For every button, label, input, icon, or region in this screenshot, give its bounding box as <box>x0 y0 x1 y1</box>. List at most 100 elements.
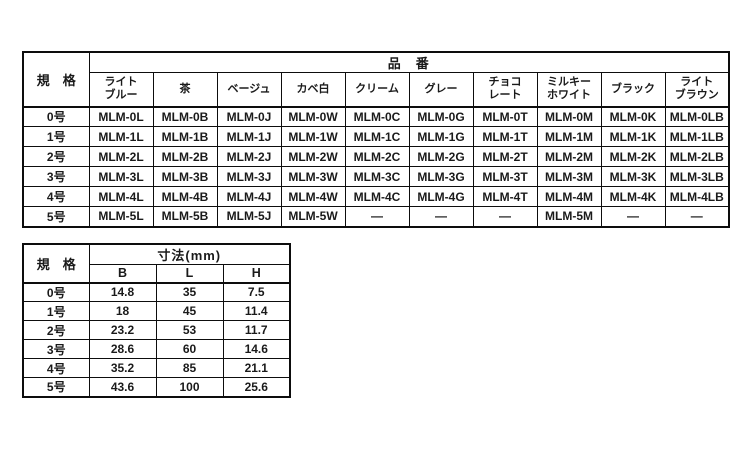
dimension-column-header: B <box>88 264 157 284</box>
color-column-header: クリーム <box>344 72 410 108</box>
product-code-cell: MLM-1W <box>280 126 346 147</box>
product-code-cell: MLM-3C <box>344 166 410 187</box>
spec-label-cell: 3号 <box>22 166 90 187</box>
product-code-cell: MLM-1J <box>216 126 282 147</box>
product-code-cell: MLM-4C <box>344 186 410 207</box>
table-row: 3号 MLM-3L MLM-3B MLM-3J MLM-3W MLM-3C MLM-3G ML… <box>22 166 730 187</box>
product-code-cell: MLM-1G <box>408 126 474 147</box>
color-column-header: チョコ レート <box>472 72 538 108</box>
product-code-cell: MLM-4J <box>216 186 282 207</box>
spec-label-cell: 1号 <box>22 126 90 147</box>
spec-column-header: 規 格 <box>22 243 90 284</box>
spec-label-cell: 2号 <box>22 146 90 167</box>
product-code-cell: MLM-2J <box>216 146 282 167</box>
product-code-cell: MLM-0B <box>152 106 218 127</box>
product-code-cell: MLM-4L <box>88 186 154 207</box>
product-code-cell: — <box>600 206 666 227</box>
spec-label-cell: 1号 <box>22 301 90 321</box>
table-row: 0号 MLM-0L MLM-0B MLM-0J MLM-0W MLM-0C MLM-0G ML… <box>22 106 730 127</box>
spec-label-cell: 4号 <box>22 358 90 378</box>
product-code-cell: MLM-4M <box>536 186 602 207</box>
spec-label-cell: 5号 <box>22 377 90 397</box>
product-table-body: 0号 MLM-0L MLM-0B MLM-0J MLM-0W MLM-0C MLM-0G ML… <box>22 106 730 227</box>
dimension-value-cell: 7.5 <box>222 282 291 302</box>
product-code-cell: MLM-4LB <box>664 186 730 207</box>
product-code-cell: MLM-0W <box>280 106 346 127</box>
spec-label-cell: 0号 <box>22 106 90 127</box>
product-table-group-header-row: 規 格 品 番 <box>22 51 730 108</box>
product-code-cell: MLM-2C <box>344 146 410 167</box>
dimension-value-cell: 100 <box>155 377 224 397</box>
product-number-table: 規 格 品 番 ライト ブルー茶ベージュ カベ白 クリーム グレー チョコ レート ミルキ… <box>22 51 730 228</box>
product-number-group-header: 品 番 <box>88 51 730 73</box>
product-code-cell: MLM-5J <box>216 206 282 227</box>
product-code-cell: MLM-3J <box>216 166 282 187</box>
color-column-header: カベ白 <box>280 72 346 108</box>
table-row: 2号 23.2 53 11.7 <box>22 320 291 340</box>
color-column-header: ミルキー ホワイト <box>536 72 602 108</box>
product-code-cell: MLM-3M <box>536 166 602 187</box>
color-column-header: ライト ブルー <box>88 72 154 108</box>
product-code-cell: MLM-5M <box>536 206 602 227</box>
product-code-cell: MLM-0J <box>216 106 282 127</box>
product-code-cell: MLM-2K <box>600 146 666 167</box>
dimension-column-header: L <box>155 264 224 284</box>
dimension-value-cell: 53 <box>155 320 224 340</box>
dimension-value-cell: 60 <box>155 339 224 359</box>
color-column-header: ライト ブラウン <box>664 72 730 108</box>
table-row: 3号 28.6 60 14.6 <box>22 339 291 359</box>
color-column-header: グレー <box>408 72 474 108</box>
product-code-cell: MLM-0M <box>536 106 602 127</box>
table-row: 5号 43.6 100 25.6 <box>22 377 291 397</box>
product-code-cell: MLM-3K <box>600 166 666 187</box>
product-code-cell: MLM-3B <box>152 166 218 187</box>
color-header-row: ライト ブルー茶ベージュ カベ白 クリーム グレー チョコ レート ミルキー ホワイト ブラ… <box>23 72 730 108</box>
product-code-cell: MLM-0C <box>344 106 410 127</box>
product-code-cell: MLM-3L <box>88 166 154 187</box>
product-code-cell: MLM-4W <box>280 186 346 207</box>
product-code-cell: MLM-4K <box>600 186 666 207</box>
color-column-header: ブラック <box>600 72 666 108</box>
product-code-cell: MLM-2M <box>536 146 602 167</box>
dimension-value-cell: 11.4 <box>222 301 291 321</box>
dimension-value-cell: 25.6 <box>222 377 291 397</box>
product-code-cell: MLM-3LB <box>664 166 730 187</box>
dimension-table-group-header-row: 規 格 寸法(mm) <box>22 243 291 284</box>
dimension-table-body: 0号 14.8 35 7.5 1号 18 45 11.4 2号 23.2 53 11.7 3号 28.6 6… <box>22 282 291 397</box>
product-code-cell: — <box>664 206 730 227</box>
product-code-cell: MLM-2T <box>472 146 538 167</box>
product-code-cell: MLM-1LB <box>664 126 730 147</box>
product-code-cell: — <box>472 206 538 227</box>
dimension-value-cell: 18 <box>88 301 157 321</box>
product-code-cell: MLM-3T <box>472 166 538 187</box>
product-code-cell: MLM-2L <box>88 146 154 167</box>
product-code-cell: MLM-2G <box>408 146 474 167</box>
product-code-cell: MLM-0T <box>472 106 538 127</box>
product-code-cell: MLM-0LB <box>664 106 730 127</box>
product-code-cell: MLM-0G <box>408 106 474 127</box>
color-column-header: 茶 <box>152 72 218 108</box>
dimensions-group-header: 寸法(mm) <box>88 243 291 265</box>
product-code-cell: MLM-4T <box>472 186 538 207</box>
product-code-cell: MLM-4G <box>408 186 474 207</box>
color-column-header: ベージュ <box>216 72 282 108</box>
dimension-value-cell: 21.1 <box>222 358 291 378</box>
dimension-value-cell: 23.2 <box>88 320 157 340</box>
dimension-value-cell: 45 <box>155 301 224 321</box>
table-row: 4号 35.2 85 21.1 <box>22 358 291 378</box>
product-code-cell: MLM-1M <box>536 126 602 147</box>
spec-column-header: 規 格 <box>22 51 90 108</box>
table-row: 1号 18 45 11.4 <box>22 301 291 321</box>
product-code-cell: MLM-5W <box>280 206 346 227</box>
product-code-cell: MLM-2W <box>280 146 346 167</box>
spec-label-cell: 4号 <box>22 186 90 207</box>
product-code-cell: MLM-4B <box>152 186 218 207</box>
product-code-cell: MLM-2LB <box>664 146 730 167</box>
product-code-cell: MLM-2B <box>152 146 218 167</box>
dimension-value-cell: 85 <box>155 358 224 378</box>
product-code-cell: — <box>344 206 410 227</box>
product-code-cell: MLM-5L <box>88 206 154 227</box>
